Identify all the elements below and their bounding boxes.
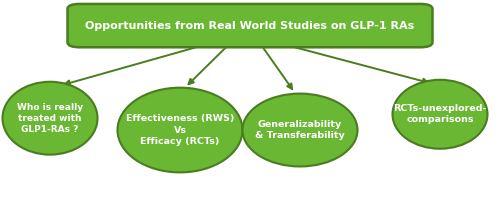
Ellipse shape (118, 88, 242, 172)
Ellipse shape (242, 94, 358, 166)
Text: Opportunities from Real World Studies on GLP-1 RAs: Opportunities from Real World Studies on… (86, 21, 414, 31)
Ellipse shape (392, 80, 488, 149)
Text: Effectiveness (RWS)
Vs
Efficacy (RCTs): Effectiveness (RWS) Vs Efficacy (RCTs) (126, 114, 234, 146)
Ellipse shape (2, 82, 98, 155)
Text: RCTs-unexplored-
comparisons: RCTs-unexplored- comparisons (394, 104, 486, 124)
Text: Who is really
treated with
GLP1-RAs ?: Who is really treated with GLP1-RAs ? (17, 103, 83, 134)
FancyBboxPatch shape (68, 4, 432, 47)
Text: Generalizability
& Transferability: Generalizability & Transferability (255, 120, 345, 140)
